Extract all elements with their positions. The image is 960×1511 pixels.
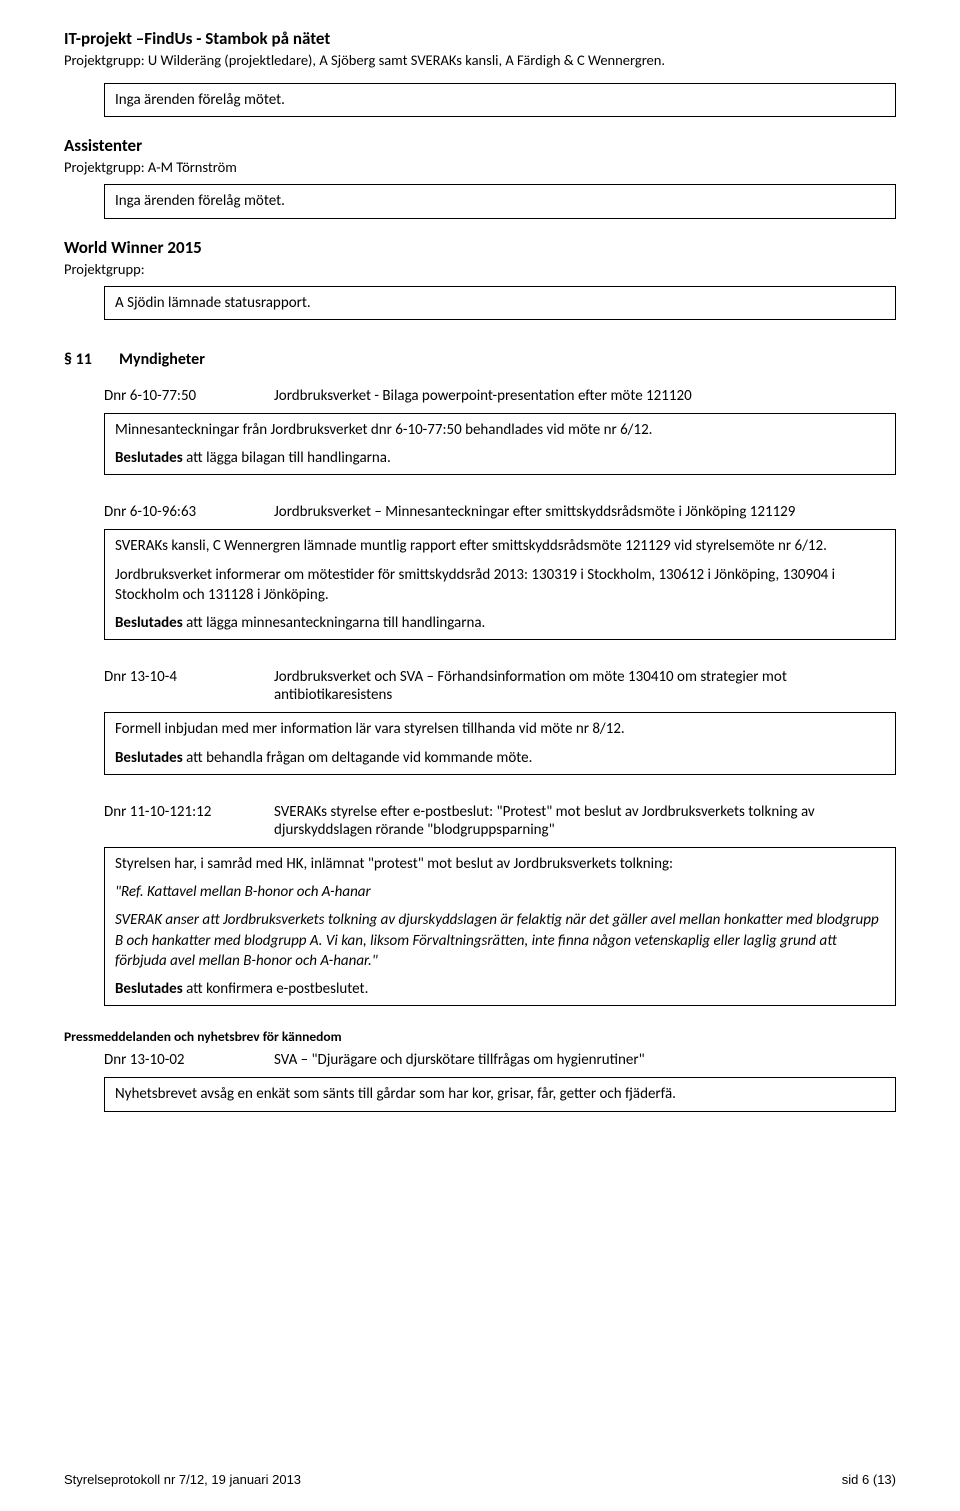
box-item-c: Formell inbjudan med mer information lär…	[104, 712, 896, 775]
dnr-a: Dnr 6-10-77:50	[104, 387, 274, 405]
item-d-p4-rest: att konfirmera e-postbeslutet.	[183, 980, 369, 998]
item-c-p2-rest: att behandla frågan om deltagande vid ko…	[183, 749, 533, 767]
item-b-p2: Jordbruksverket informerar om mötestider…	[115, 565, 885, 606]
page: IT-projekt –FindUs - Stambok på nätet Pr…	[0, 0, 960, 1511]
paragraph-11-row: § 11 Myndigheter	[64, 350, 896, 369]
dnr-d-desc: SVERAKs styrelse efter e-postbeslut: "Pr…	[274, 803, 896, 839]
dnr-row-d: Dnr 11-10-121:12 SVERAKs styrelse efter …	[104, 803, 896, 839]
box-item-a: Minnesanteckningar från Jordbruksverket …	[104, 413, 896, 476]
beslutades-a: Beslutades	[115, 449, 183, 467]
box-ww-status: A Sjödin lämnade statusrapport.	[104, 286, 896, 320]
item-b-p3: Beslutades att lägga minnesanteckningarn…	[115, 613, 885, 633]
item-c-p1: Formell inbjudan med mer information lär…	[115, 719, 885, 739]
section-assistenter-title: Assistenter	[64, 135, 896, 156]
dnr-row-b: Dnr 6-10-96:63 Jordbruksverket – Minnesa…	[104, 503, 896, 521]
dnr-press: Dnr 13-10-02	[104, 1051, 274, 1069]
item-d-p1: Styrelsen har, i samråd med HK, inlämnat…	[115, 854, 885, 874]
project-subtitle: Projektgrupp: U Wilderäng (projektledare…	[64, 51, 896, 69]
box-item-b: SVERAKs kansli, C Wennergren lämnade mun…	[104, 529, 896, 640]
dnr-c-desc: Jordbruksverket och SVA – Förhandsinform…	[274, 668, 896, 704]
section-assistenter-sub: Projektgrupp: A-M Törnström	[64, 158, 896, 176]
dnr-c: Dnr 13-10-4	[104, 668, 274, 704]
item-d-p2-italic: "Ref. Kattavel mellan B-honor och A-hana…	[115, 882, 885, 902]
beslutades-c: Beslutades	[115, 749, 183, 767]
dnr-b-desc: Jordbruksverket – Minnesanteckningar eft…	[274, 503, 896, 521]
box-item-d: Styrelsen har, i samråd med HK, inlämnat…	[104, 847, 896, 1007]
press-heading: Pressmeddelanden och nyhetsbrev för känn…	[64, 1028, 896, 1045]
item-d-p4: Beslutades att konfirmera e-postbeslutet…	[115, 979, 885, 999]
dnr-b: Dnr 6-10-96:63	[104, 503, 274, 521]
item-b-p1: SVERAKs kansli, C Wennergren lämnade mun…	[115, 536, 885, 556]
footer-left: Styrelseprotokoll nr 7/12, 19 januari 20…	[64, 1472, 301, 1487]
dnr-row-c: Dnr 13-10-4 Jordbruksverket och SVA – Fö…	[104, 668, 896, 704]
item-d-p3-italic: SVERAK anser att Jordbruksverkets tolkni…	[115, 910, 885, 971]
item-a-line1: Minnesanteckningar från Jordbruksverket …	[115, 420, 885, 440]
dnr-press-desc: SVA – "Djurägare och djurskötare tillfrå…	[274, 1051, 896, 1069]
dnr-row-press: Dnr 13-10-02 SVA – "Djurägare och djursk…	[104, 1051, 896, 1069]
box-no-items-2: Inga ärenden förelåg mötet.	[104, 184, 896, 218]
section-ww-title: World Winner 2015	[64, 237, 896, 258]
footer-right: sid 6 (13)	[842, 1472, 896, 1487]
dnr-row-a: Dnr 6-10-77:50 Jordbruksverket - Bilaga …	[104, 387, 896, 405]
item-a-line2-rest: att lägga bilagan till handlingarna.	[183, 449, 391, 467]
item-c-p2: Beslutades att behandla frågan om deltag…	[115, 748, 885, 768]
section-ww-sub: Projektgrupp:	[64, 260, 896, 278]
item-b-p3-rest: att lägga minnesanteckningarna till hand…	[183, 614, 486, 632]
box-press: Nyhetsbrevet avsåg en enkät som sänts ti…	[104, 1077, 896, 1111]
item-a-line2: Beslutades att lägga bilagan till handli…	[115, 448, 885, 468]
dnr-a-desc: Jordbruksverket - Bilaga powerpoint-pres…	[274, 387, 896, 405]
beslutades-b: Beslutades	[115, 614, 183, 632]
project-title: IT-projekt –FindUs - Stambok på nätet	[64, 28, 896, 49]
beslutades-d: Beslutades	[115, 980, 183, 998]
page-footer: Styrelseprotokoll nr 7/12, 19 januari 20…	[64, 1472, 896, 1487]
box-no-items-1: Inga ärenden förelåg mötet.	[104, 83, 896, 117]
paragraph-title: Myndigheter	[119, 350, 205, 369]
dnr-d: Dnr 11-10-121:12	[104, 803, 274, 839]
paragraph-number: § 11	[64, 350, 119, 369]
